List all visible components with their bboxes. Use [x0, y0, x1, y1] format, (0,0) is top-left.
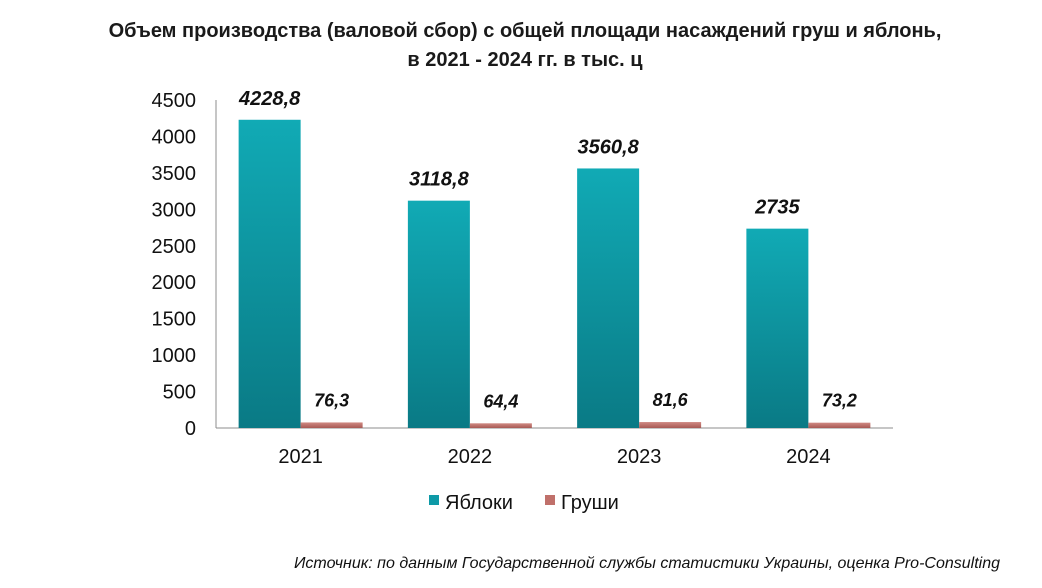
legend-swatch-apples [429, 495, 439, 505]
data-labels-group: 4228,8 76,3 3118,8 64,4 3560,8 81,6 2735 73,2 [238, 88, 857, 412]
source-note: Источник: по данным Государственной служ… [294, 555, 1000, 572]
x-tick-label-2023: 2023 [617, 446, 662, 468]
y-tick-label: 1500 [152, 309, 197, 331]
bar-apples-2024 [746, 228, 809, 428]
bar-pears-2024 [808, 422, 871, 428]
data-label-apples-2021: 4228,8 [238, 88, 301, 110]
y-tick-label: 2500 [152, 236, 197, 258]
bar-apples-2021 [238, 119, 301, 429]
y-tick-label: 3500 [152, 163, 197, 185]
x-tick-label-2024: 2024 [786, 446, 831, 468]
data-label-apples-2022: 3118,8 [409, 169, 470, 191]
legend-label-apples: Яблоки [445, 492, 513, 514]
legend: Яблоки Груши [429, 492, 619, 514]
data-label-apples-2023: 3560,8 [578, 136, 640, 158]
y-tick-label: 3000 [152, 199, 197, 221]
legend-swatch-pears [545, 495, 555, 505]
x-axis-ticks: 2021 2022 2023 2024 [278, 446, 830, 468]
chart-title-line-1: Объем производства (валовой сбор) с обще… [109, 20, 942, 42]
x-tick-label-2021: 2021 [278, 446, 323, 468]
bar-apples-2022 [407, 200, 470, 428]
x-tick-label-2022: 2022 [448, 446, 493, 468]
y-tick-label: 4000 [152, 126, 197, 148]
bar-pears-2021 [300, 422, 363, 428]
data-label-pears-2022: 64,4 [483, 391, 518, 411]
data-label-pears-2021: 76,3 [314, 390, 349, 410]
y-tick-label: 500 [163, 382, 196, 404]
y-tick-label: 0 [185, 418, 196, 440]
bar-pears-2023 [639, 422, 702, 428]
data-label-pears-2023: 81,6 [653, 390, 689, 410]
bars-group [238, 119, 871, 429]
y-tick-label: 2000 [152, 272, 197, 294]
bar-apples-2023 [577, 168, 640, 428]
y-tick-label: 1000 [152, 345, 197, 367]
y-tick-label: 4500 [152, 90, 197, 112]
y-axis-ticks: 0 500 1000 1500 2000 2500 3000 3500 4000 4500 [152, 90, 197, 440]
chart-title-line-2: в 2021 - 2024 гг. в тыс. ц [407, 49, 643, 71]
legend-label-pears: Груши [561, 492, 619, 514]
bar-pears-2022 [469, 423, 532, 428]
data-label-apples-2024: 2735 [754, 197, 800, 219]
data-label-pears-2024: 73,2 [822, 391, 857, 411]
